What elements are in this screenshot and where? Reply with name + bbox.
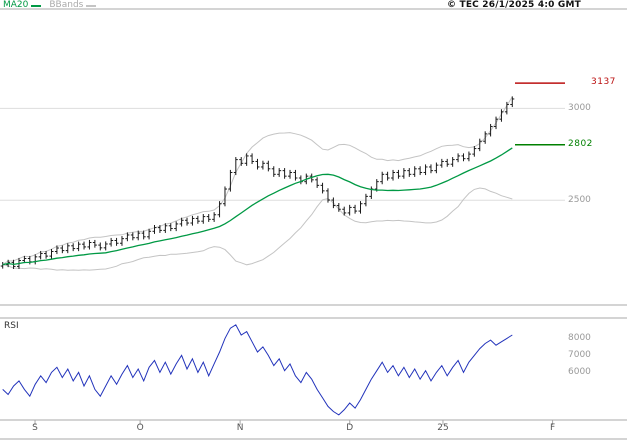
ma20-legend-label: MA20 <box>3 0 29 10</box>
ma20-legend-swatch-icon <box>31 4 42 7</box>
chart-legend: MA20 BBands <box>3 1 104 10</box>
x-axis-label: N <box>236 423 244 433</box>
x-axis-label: 25 <box>437 423 449 433</box>
x-axis-label: D <box>346 423 354 433</box>
support-level-label: 2802 <box>568 138 593 149</box>
copyright-text: © TEC 26/1/2025 4:0 GMT <box>446 0 581 10</box>
rsi-tick-label: 6000 <box>568 367 591 378</box>
x-axis-label: F <box>549 423 556 433</box>
rsi-tick-label: 7000 <box>568 350 591 361</box>
bbands-legend-label: BBands <box>49 0 84 10</box>
price-tick-label: 2500 <box>568 195 591 206</box>
x-axis-label: O <box>136 423 144 433</box>
rsi-panel-label: RSI <box>4 321 19 331</box>
resistance-level-label: 3137 <box>591 77 616 88</box>
x-axis-label: S <box>32 423 38 433</box>
bbands-legend-swatch-icon <box>86 4 97 7</box>
price-tick-label: 3000 <box>568 103 591 114</box>
rsi-tick-label: 8000 <box>568 333 591 344</box>
